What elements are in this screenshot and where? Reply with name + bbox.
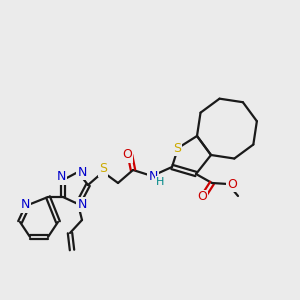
Text: N: N (77, 166, 87, 178)
Text: N: N (77, 197, 87, 211)
Text: O: O (197, 190, 207, 203)
Text: O: O (122, 148, 132, 161)
Text: S: S (173, 142, 181, 154)
Text: N: N (20, 199, 30, 212)
Text: O: O (227, 178, 237, 190)
Text: H: H (156, 177, 164, 187)
Text: S: S (99, 163, 107, 176)
Text: N: N (148, 169, 158, 182)
Text: N: N (56, 170, 66, 184)
